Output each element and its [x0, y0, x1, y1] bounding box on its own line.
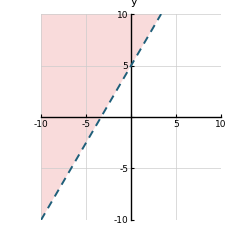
Text: y: y	[130, 0, 136, 7]
